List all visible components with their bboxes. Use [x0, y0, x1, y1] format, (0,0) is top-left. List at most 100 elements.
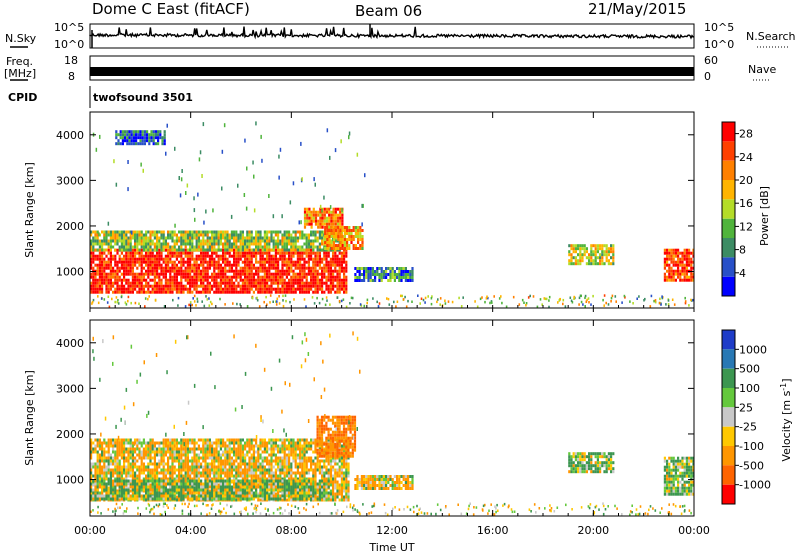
data-cell [257, 272, 260, 276]
data-cell [596, 262, 599, 266]
data-cell [147, 441, 150, 445]
data-cell [270, 272, 273, 276]
data-cell [156, 254, 159, 258]
data-cell [649, 305, 652, 308]
data-cell [339, 207, 342, 211]
data-cell [175, 468, 178, 472]
data-cell [92, 290, 95, 294]
data-cell [340, 278, 343, 282]
data-cell [277, 257, 280, 261]
data-cell [112, 245, 115, 249]
data-cell [277, 438, 280, 442]
data-cell [112, 233, 115, 237]
data-cell [596, 247, 599, 251]
data-cell [169, 278, 172, 282]
data-cell [140, 456, 143, 460]
data-cell [224, 281, 227, 285]
data-cell [171, 275, 174, 279]
data-cell [246, 462, 249, 466]
data-cell [330, 210, 333, 214]
data-cell [340, 281, 343, 285]
data-cell [252, 447, 255, 451]
data-cell [252, 278, 255, 282]
data-cell [217, 248, 220, 252]
data-cell [169, 254, 172, 258]
data-cell [189, 245, 192, 249]
data-cell [127, 299, 129, 303]
data-cell [354, 247, 357, 250]
data-cell [105, 456, 108, 460]
data-cell [211, 242, 214, 246]
data-cell [123, 456, 126, 460]
data-cell [310, 222, 313, 226]
data-cell [171, 477, 174, 481]
data-cell [292, 263, 295, 267]
data-cell [215, 260, 218, 264]
data-cell [136, 284, 139, 288]
data-cell [325, 275, 328, 279]
data-cell [290, 290, 293, 294]
data-cell [132, 130, 135, 134]
data-cell [237, 450, 240, 454]
data-cell [500, 295, 502, 298]
data-cell [244, 495, 247, 499]
data-cell [119, 142, 122, 146]
data-cell [301, 266, 304, 270]
data-cell [197, 462, 200, 466]
data-cell [285, 290, 288, 294]
data-cell [683, 278, 686, 282]
data-cell [290, 269, 293, 273]
data-cell [281, 263, 284, 267]
data-cell [142, 278, 145, 282]
data-cell [153, 278, 156, 282]
data-cell [334, 290, 337, 294]
data-cell [114, 290, 117, 294]
data-cell [212, 208, 214, 213]
data-cell [228, 438, 231, 442]
data-cell [160, 290, 163, 294]
data-cell [129, 474, 132, 478]
data-cell [180, 459, 183, 463]
data-cell [123, 242, 126, 246]
data-cell [341, 229, 344, 232]
data-cell [206, 233, 209, 237]
data-cell [103, 242, 106, 246]
data-cell [666, 275, 669, 279]
data-cell [239, 269, 242, 273]
data-cell [98, 257, 101, 261]
data-cell [149, 236, 152, 240]
data-cell [343, 272, 346, 276]
data-cell [171, 450, 174, 454]
data-cell [261, 483, 264, 487]
data-cell [296, 477, 299, 481]
data-cell [162, 266, 165, 270]
data-cell [235, 266, 238, 270]
data-cell [241, 233, 244, 237]
data-cell [326, 128, 329, 133]
data-cell [377, 305, 380, 308]
data-cell [279, 272, 282, 276]
data-cell [145, 242, 148, 246]
data-cell [340, 287, 343, 291]
data-cell [612, 253, 615, 257]
data-cell [409, 273, 412, 276]
data-cell [92, 260, 95, 264]
data-cell [266, 245, 269, 249]
data-cell [317, 222, 320, 226]
data-cell [118, 438, 121, 442]
data-cell [191, 269, 194, 273]
data-cell [219, 453, 222, 457]
data-cell [398, 273, 401, 276]
data-cell [149, 456, 152, 460]
data-cell [164, 468, 167, 472]
data-cell [222, 441, 225, 445]
data-cell [90, 260, 93, 264]
data-cell [131, 284, 134, 288]
data-cell [250, 456, 253, 460]
data-cell [226, 450, 229, 454]
data-cell [329, 278, 332, 282]
data-cell [250, 444, 253, 448]
data-cell [261, 486, 264, 490]
data-cell [226, 456, 229, 460]
data-cell [114, 275, 117, 279]
